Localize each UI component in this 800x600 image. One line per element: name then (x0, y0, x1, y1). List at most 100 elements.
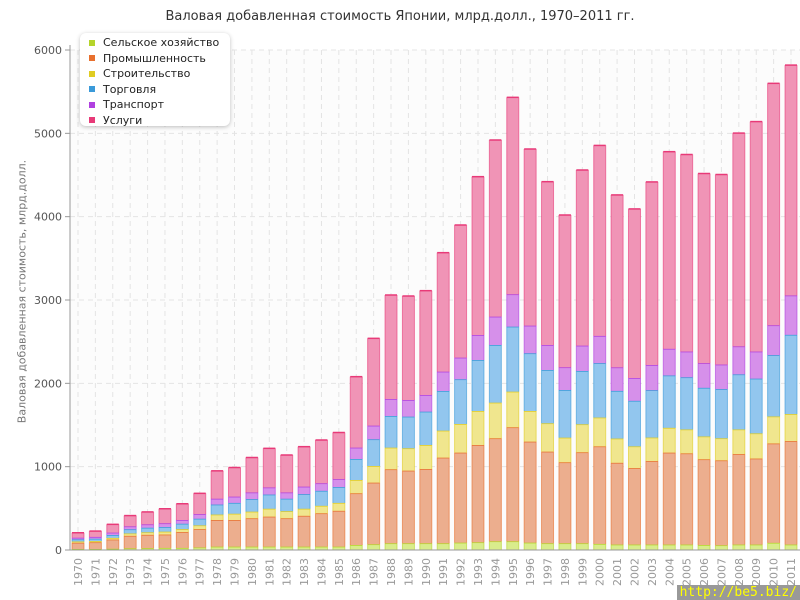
bar-segment (141, 534, 154, 549)
chart-title: Валовая добавленная стоимость Японии, мл… (165, 9, 635, 24)
x-tick-label: 2008 (733, 558, 746, 586)
bar-segment (437, 252, 450, 372)
bar-segment (350, 459, 363, 480)
bar-segment (645, 390, 658, 438)
legend-item[interactable]: Транспорт (89, 97, 230, 113)
bar-segment (628, 208, 641, 378)
bar-segment (350, 480, 363, 494)
bar-segment (419, 445, 432, 469)
bar-segment (680, 453, 693, 545)
bar-segment (402, 416, 415, 449)
legend-item[interactable]: Торговля (89, 82, 230, 98)
bar-segment (732, 133, 745, 347)
bar-segment (298, 494, 311, 509)
bar-segment (89, 531, 102, 537)
y-tick-label: 6000 (34, 44, 62, 57)
bar-segment (124, 515, 137, 527)
bar-segment (158, 531, 171, 535)
bar-segment (663, 544, 676, 550)
x-tick-label: 1974 (142, 558, 155, 586)
bar-segment (263, 546, 276, 550)
bar-segment (350, 447, 363, 459)
bar-segment (315, 440, 328, 484)
legend-item[interactable]: Сельское хозяйство (89, 35, 230, 51)
bar-segment (767, 325, 780, 356)
bar-segment (593, 543, 606, 550)
bar-segment (750, 458, 763, 545)
bar-segment (141, 548, 154, 550)
bar-segment (489, 140, 502, 317)
bar-segment (454, 542, 467, 550)
bar-segment (106, 532, 119, 535)
bar-segment (315, 490, 328, 506)
bar-segment (367, 466, 380, 483)
bar-segment (698, 363, 711, 388)
legend-item[interactable]: Строительство (89, 66, 230, 82)
bar-segment (280, 455, 293, 493)
bar-segment (611, 194, 624, 368)
x-tick-label: 1994 (489, 558, 502, 586)
bar-segment (628, 400, 641, 447)
bar-segment (785, 295, 797, 335)
bar-segment (332, 546, 345, 550)
bar-segment (332, 502, 345, 511)
bar-segment (645, 181, 658, 365)
x-tick-label: 2007 (715, 558, 728, 586)
legend-item[interactable]: Промышленность (89, 51, 230, 67)
bar-segment (785, 441, 797, 545)
bar-segment (785, 334, 797, 415)
bar-segment (785, 65, 797, 296)
bar-segment (698, 436, 711, 460)
bar-segment (158, 523, 171, 528)
bar-segment (489, 402, 502, 439)
bar-segment (698, 459, 711, 545)
y-tick-label: 0 (55, 544, 62, 557)
bar-segment (72, 537, 84, 540)
bar-segment (211, 520, 224, 547)
bar-segment (767, 83, 780, 326)
legend-item[interactable]: Услуги (89, 113, 230, 129)
bar-segment (315, 505, 328, 514)
bar-segment (263, 448, 276, 488)
x-tick-label: 1971 (89, 558, 102, 586)
bar-segment (489, 438, 502, 542)
bar-segment (245, 511, 258, 519)
x-tick-label: 2003 (646, 558, 659, 586)
bar-segment (298, 446, 311, 487)
bar-segment (332, 487, 345, 503)
bar-segment (193, 518, 206, 526)
bar-segment (298, 486, 311, 495)
bar-segment (211, 514, 224, 520)
bar-segment (193, 529, 206, 548)
x-tick-label: 1973 (124, 558, 137, 586)
bar-segment (767, 355, 780, 417)
bar-segment (471, 411, 484, 445)
bar-segment (106, 524, 119, 533)
bar-segment (176, 503, 189, 520)
bar-segment (245, 457, 258, 493)
bar-segment (315, 546, 328, 550)
x-tick-label: 2011 (785, 558, 798, 586)
bar-segment (593, 145, 606, 336)
x-tick-label: 1996 (524, 558, 537, 586)
x-tick-label: 1981 (263, 558, 276, 586)
bar-segment (680, 154, 693, 352)
bar-segment (663, 452, 676, 545)
bar-segment (541, 181, 554, 345)
bar-segment (437, 391, 450, 431)
bar-segment (72, 532, 84, 538)
x-tick-label: 2006 (698, 558, 711, 586)
watermark[interactable]: http://be5.biz/ (676, 585, 800, 600)
bar-segment (141, 532, 154, 535)
bar-segment (715, 389, 728, 439)
bar-segment (350, 493, 363, 545)
bar-segment (158, 534, 171, 548)
bar-segment (263, 508, 276, 517)
bar-segment (158, 508, 171, 524)
bar-segment (402, 543, 415, 550)
x-tick-label: 1985 (333, 558, 346, 586)
bar-segment (437, 371, 450, 391)
bar-segment (454, 225, 467, 358)
bar-segment (715, 364, 728, 390)
bar-segment (593, 417, 606, 447)
